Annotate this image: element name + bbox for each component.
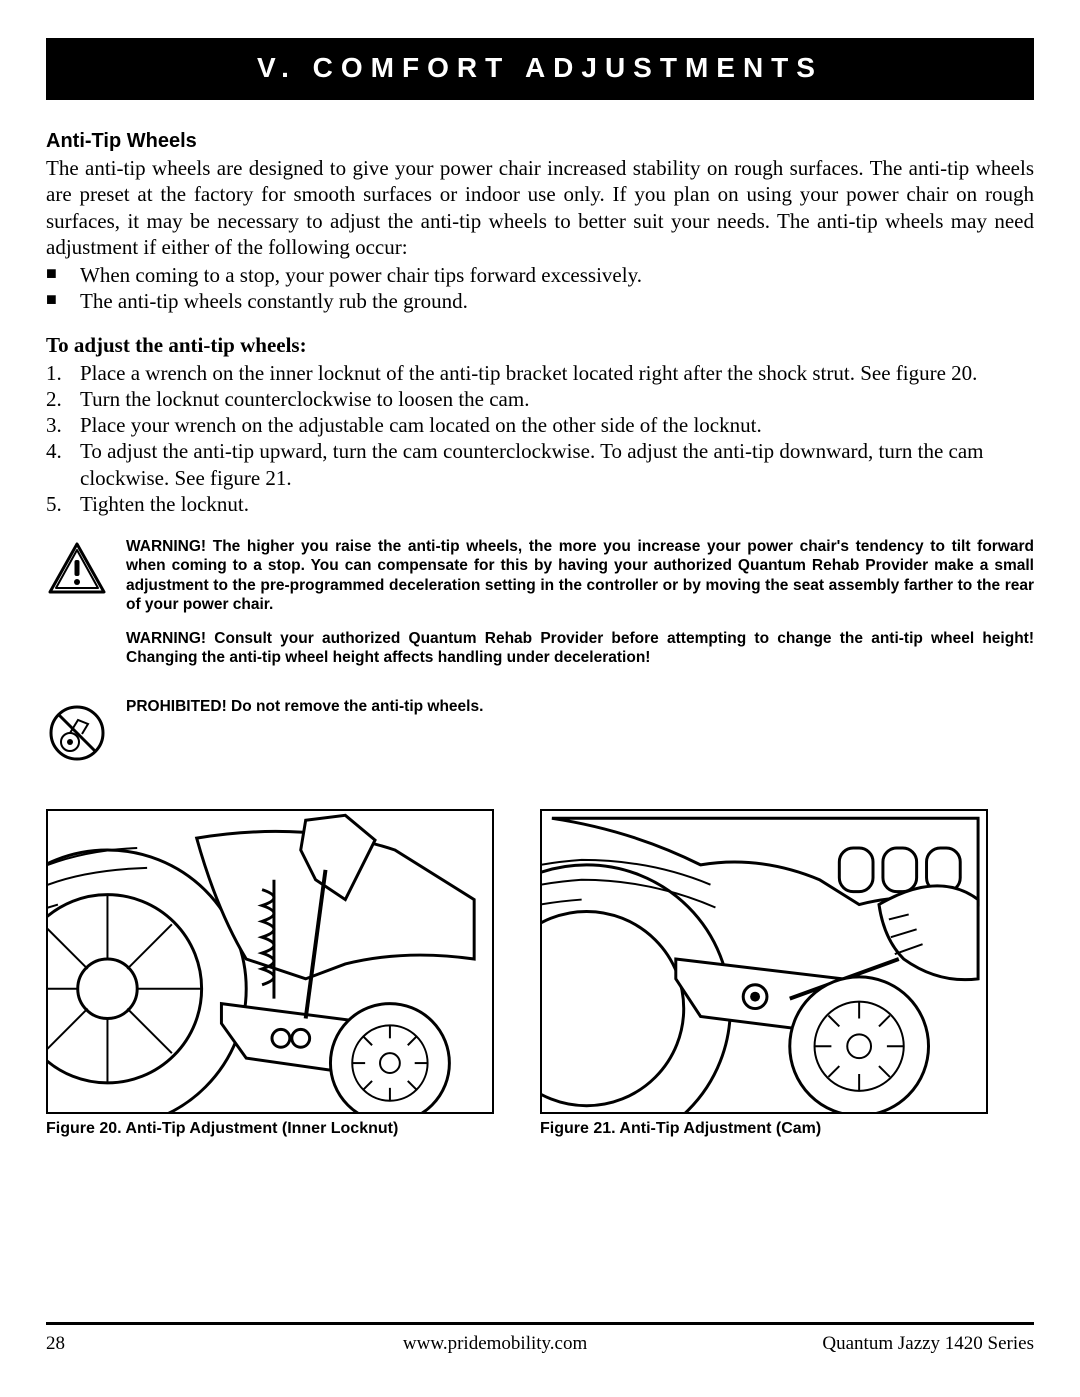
list-item: To adjust the anti-tip upward, turn the …	[46, 438, 1034, 491]
figure-21-caption: Figure 21. Anti-Tip Adjustment (Cam)	[540, 1120, 988, 1138]
figure-20-illustration	[46, 809, 494, 1114]
footer-url: www.pridemobility.com	[271, 1333, 720, 1355]
warning-block-2: WARNING! Consult your authorized Quantum…	[46, 629, 1034, 691]
figure-21-illustration	[540, 809, 988, 1114]
adjust-steps-list: Place a wrench on the inner locknut of t…	[46, 360, 1034, 518]
figure-20-caption: Figure 20. Anti-Tip Adjustment (Inner Lo…	[46, 1120, 494, 1138]
warning-text-1: WARNING! The higher you raise the anti-t…	[126, 537, 1034, 615]
page-footer: 28 www.pridemobility.com Quantum Jazzy 1…	[46, 1322, 1034, 1355]
list-item: Place your wrench on the adjustable cam …	[46, 412, 1034, 438]
list-item: Tighten the locknut.	[46, 491, 1034, 517]
warning-triangle-icon	[46, 537, 108, 599]
anti-tip-heading: Anti-Tip Wheels	[46, 130, 1034, 153]
list-item: The anti-tip wheels constantly rub the g…	[46, 288, 1034, 314]
warning-spacer-icon	[46, 629, 108, 691]
footer-page-number: 28	[46, 1333, 271, 1355]
prohibited-block: PROHIBITED! Do not remove the anti-tip w…	[46, 697, 1034, 769]
list-item: When coming to a stop, your power chair …	[46, 262, 1034, 288]
prohibited-circle-icon	[46, 697, 108, 769]
adjust-lead: To adjust the anti-tip wheels:	[46, 333, 1034, 358]
warning-block-1: WARNING! The higher you raise the anti-t…	[46, 537, 1034, 615]
prohibited-text: PROHIBITED! Do not remove the anti-tip w…	[126, 697, 1034, 716]
section-header: V. COMFORT ADJUSTMENTS	[46, 38, 1034, 100]
figures-row: Figure 20. Anti-Tip Adjustment (Inner Lo…	[46, 809, 1034, 1138]
anti-tip-paragraph: The anti-tip wheels are designed to give…	[46, 155, 1034, 260]
list-item: Place a wrench on the inner locknut of t…	[46, 360, 1034, 386]
list-item: Turn the locknut counterclockwise to loo…	[46, 386, 1034, 412]
warning-text-2: WARNING! Consult your authorized Quantum…	[126, 629, 1034, 668]
anti-tip-bullet-list: When coming to a stop, your power chair …	[46, 262, 1034, 315]
figure-21: Figure 21. Anti-Tip Adjustment (Cam)	[540, 809, 988, 1138]
figure-20: Figure 20. Anti-Tip Adjustment (Inner Lo…	[46, 809, 494, 1138]
footer-product: Quantum Jazzy 1420 Series	[720, 1333, 1034, 1355]
